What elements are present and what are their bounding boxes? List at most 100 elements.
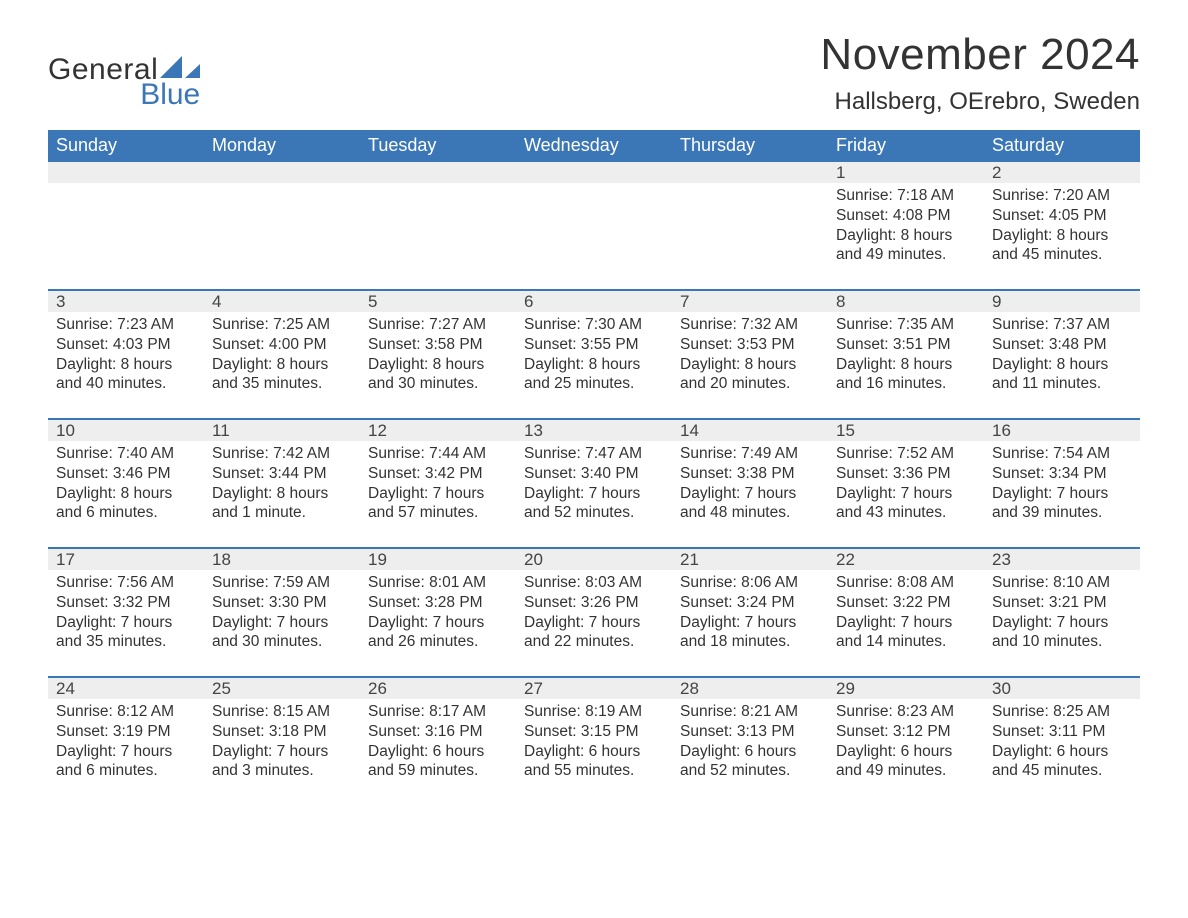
day-number: 20 bbox=[516, 549, 672, 570]
day-number: 10 bbox=[48, 420, 204, 441]
daylight-text: and 22 minutes. bbox=[524, 632, 666, 652]
calendar-cell: Sunrise: 8:25 AMSunset: 3:11 PMDaylight:… bbox=[984, 699, 1140, 791]
calendar-cell: Sunrise: 7:32 AMSunset: 3:53 PMDaylight:… bbox=[672, 312, 828, 404]
week-body: Sunrise: 7:40 AMSunset: 3:46 PMDaylight:… bbox=[48, 441, 1140, 533]
daylight-text: Daylight: 7 hours bbox=[524, 613, 666, 633]
daylight-text: and 18 minutes. bbox=[680, 632, 822, 652]
sunrise-text: Sunrise: 7:40 AM bbox=[56, 444, 198, 464]
sunrise-text: Sunrise: 7:20 AM bbox=[992, 186, 1134, 206]
calendar-week: 3456789Sunrise: 7:23 AMSunset: 4:03 PMDa… bbox=[48, 289, 1140, 404]
daylight-text: Daylight: 8 hours bbox=[992, 355, 1134, 375]
daylight-text: Daylight: 6 hours bbox=[368, 742, 510, 762]
daynum-strip: 24252627282930 bbox=[48, 678, 1140, 699]
sunrise-text: Sunrise: 8:21 AM bbox=[680, 702, 822, 722]
daylight-text: Daylight: 7 hours bbox=[212, 613, 354, 633]
daylight-text: and 59 minutes. bbox=[368, 761, 510, 781]
daylight-text: and 1 minute. bbox=[212, 503, 354, 523]
daylight-text: Daylight: 8 hours bbox=[56, 484, 198, 504]
calendar-cell: Sunrise: 8:21 AMSunset: 3:13 PMDaylight:… bbox=[672, 699, 828, 791]
day-number: 2 bbox=[984, 162, 1140, 183]
daynum-strip: 17181920212223 bbox=[48, 549, 1140, 570]
week-body: Sunrise: 7:18 AMSunset: 4:08 PMDaylight:… bbox=[48, 183, 1140, 275]
daylight-text: Daylight: 8 hours bbox=[836, 226, 978, 246]
sunset-text: Sunset: 3:42 PM bbox=[368, 464, 510, 484]
day-number: 5 bbox=[360, 291, 516, 312]
page: General Blue November 2024 Hallsberg, OE… bbox=[0, 0, 1188, 845]
weekday-header: Monday bbox=[204, 130, 360, 162]
day-number bbox=[48, 162, 204, 183]
calendar-cell: Sunrise: 7:59 AMSunset: 3:30 PMDaylight:… bbox=[204, 570, 360, 662]
sunrise-text: Sunrise: 7:18 AM bbox=[836, 186, 978, 206]
calendar-cell: Sunrise: 7:18 AMSunset: 4:08 PMDaylight:… bbox=[828, 183, 984, 275]
header: General Blue November 2024 Hallsberg, OE… bbox=[48, 30, 1140, 116]
day-number: 24 bbox=[48, 678, 204, 699]
calendar-cell bbox=[360, 183, 516, 275]
day-number: 23 bbox=[984, 549, 1140, 570]
sunrise-text: Sunrise: 7:32 AM bbox=[680, 315, 822, 335]
daylight-text: and 10 minutes. bbox=[992, 632, 1134, 652]
daylight-text: and 48 minutes. bbox=[680, 503, 822, 523]
sunset-text: Sunset: 3:22 PM bbox=[836, 593, 978, 613]
calendar-week: 24252627282930 Sunrise: 8:12 AM Sunset: 3:… bbox=[48, 676, 1140, 791]
calendar-cell: Sunrise: 8:19 AMSunset: 3:15 PMDaylight:… bbox=[516, 699, 672, 791]
calendar-cell: Sunrise: 8:01 AMSunset: 3:28 PMDaylight:… bbox=[360, 570, 516, 662]
sunset-text: Sunset: 3:12 PM bbox=[836, 722, 978, 742]
daylight-text: and 6 minutes. bbox=[56, 761, 198, 781]
calendar-cell: Sunrise: 7:25 AMSunset: 4:00 PMDaylight:… bbox=[204, 312, 360, 404]
sunset-text: Sunset: 3:13 PM bbox=[680, 722, 822, 742]
daylight-text: and 16 minutes. bbox=[836, 374, 978, 394]
daylight-text: and 35 minutes. bbox=[212, 374, 354, 394]
sunset-text: Sunset: 3:26 PM bbox=[524, 593, 666, 613]
daylight-text: Daylight: 8 hours bbox=[368, 355, 510, 375]
sunset-text: Sunset: 3:16 PM bbox=[368, 722, 510, 742]
weekday-header: Saturday bbox=[984, 130, 1140, 162]
daylight-text: and 25 minutes. bbox=[524, 374, 666, 394]
sunrise-text: Sunrise: 7:47 AM bbox=[524, 444, 666, 464]
daylight-text: Daylight: 7 hours bbox=[680, 613, 822, 633]
calendar-cell: Sunrise: 7:47 AMSunset: 3:40 PMDaylight:… bbox=[516, 441, 672, 533]
logo-word2: Blue bbox=[48, 81, 200, 108]
daylight-text: and 14 minutes. bbox=[836, 632, 978, 652]
day-number: 15 bbox=[828, 420, 984, 441]
day-number: 26 bbox=[360, 678, 516, 699]
daynum-strip: 3456789 bbox=[48, 291, 1140, 312]
daylight-text: and 11 minutes. bbox=[992, 374, 1134, 394]
calendar-cell: Sunrise: 7:23 AMSunset: 4:03 PMDaylight:… bbox=[48, 312, 204, 404]
sunrise-text: Sunrise: 8:03 AM bbox=[524, 573, 666, 593]
day-number: 4 bbox=[204, 291, 360, 312]
calendar-cell bbox=[204, 183, 360, 275]
weekday-header: Tuesday bbox=[360, 130, 516, 162]
calendar-week: 12Sunrise: 7:18 AMSunset: 4:08 PMDayligh… bbox=[48, 162, 1140, 275]
sunrise-text: Sunrise: 7:23 AM bbox=[56, 315, 198, 335]
day-number bbox=[360, 162, 516, 183]
sunset-text: Sunset: 3:24 PM bbox=[680, 593, 822, 613]
day-number: 3 bbox=[48, 291, 204, 312]
daylight-text: and 26 minutes. bbox=[368, 632, 510, 652]
calendar-cell bbox=[672, 183, 828, 275]
daylight-text: Daylight: 8 hours bbox=[680, 355, 822, 375]
sunrise-text: Sunrise: 7:56 AM bbox=[56, 573, 198, 593]
daylight-text: Daylight: 8 hours bbox=[836, 355, 978, 375]
calendar-cell: Sunrise: 7:40 AMSunset: 3:46 PMDaylight:… bbox=[48, 441, 204, 533]
sunset-text: Sunset: 3:21 PM bbox=[992, 593, 1134, 613]
daylight-text: Daylight: 7 hours bbox=[836, 613, 978, 633]
daylight-text: Daylight: 8 hours bbox=[56, 355, 198, 375]
sunset-text: Sunset: 3:36 PM bbox=[836, 464, 978, 484]
day-number: 8 bbox=[828, 291, 984, 312]
daylight-text: and 49 minutes. bbox=[836, 761, 978, 781]
sunset-text: Sunset: 3:51 PM bbox=[836, 335, 978, 355]
daylight-text: Daylight: 6 hours bbox=[836, 742, 978, 762]
sunset-text: Sunset: 3:40 PM bbox=[524, 464, 666, 484]
day-number: 22 bbox=[828, 549, 984, 570]
weekday-header-row: Sunday Monday Tuesday Wednesday Thursday… bbox=[48, 130, 1140, 162]
day-number: 9 bbox=[984, 291, 1140, 312]
title-group: November 2024 Hallsberg, OErebro, Sweden bbox=[820, 30, 1140, 116]
location-label: Hallsberg, OErebro, Sweden bbox=[820, 88, 1140, 116]
daylight-text: Daylight: 8 hours bbox=[212, 355, 354, 375]
day-number: 18 bbox=[204, 549, 360, 570]
sunrise-text: Sunrise: 8:12 AM bbox=[56, 702, 198, 722]
daynum-strip: 10111213141516 bbox=[48, 420, 1140, 441]
sunrise-text: Sunrise: 7:54 AM bbox=[992, 444, 1134, 464]
sunrise-text: Sunrise: 7:37 AM bbox=[992, 315, 1134, 335]
day-number bbox=[672, 162, 828, 183]
